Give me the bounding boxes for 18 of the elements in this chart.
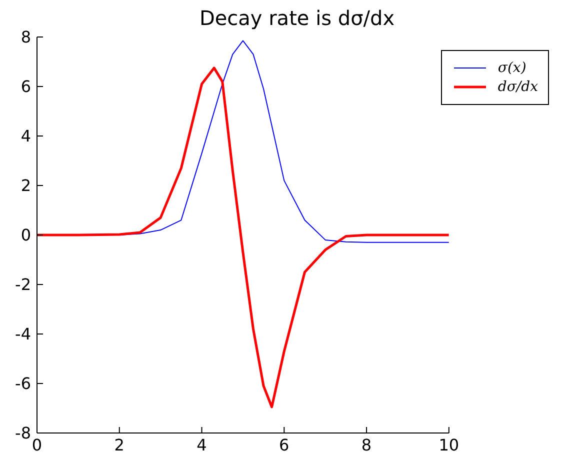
- x-tick-label: 4: [196, 435, 207, 454]
- legend-label: dσ/dx: [498, 79, 538, 95]
- y-tick-label: -8: [15, 424, 31, 443]
- y-tick-label: -4: [15, 324, 31, 344]
- y-tick-label: 6: [20, 77, 31, 96]
- x-tick-label: 2: [114, 435, 124, 454]
- y-tick-label: 0: [20, 226, 31, 245]
- legend-label: σ(x): [498, 60, 526, 76]
- y-tick-label: 8: [20, 28, 31, 47]
- x-tick-label: 10: [438, 435, 460, 454]
- chart-title: Decay rate is dσ/dx: [198, 6, 396, 30]
- y-tick-label: -2: [15, 275, 31, 294]
- y-tick-label: 4: [20, 126, 31, 146]
- y-tick-label: -6: [15, 374, 31, 394]
- y-tick-label: 2: [20, 176, 31, 196]
- x-tick-label: 8: [361, 435, 372, 454]
- line-series: [37, 66, 449, 408]
- x-tick-label: 6: [279, 435, 290, 454]
